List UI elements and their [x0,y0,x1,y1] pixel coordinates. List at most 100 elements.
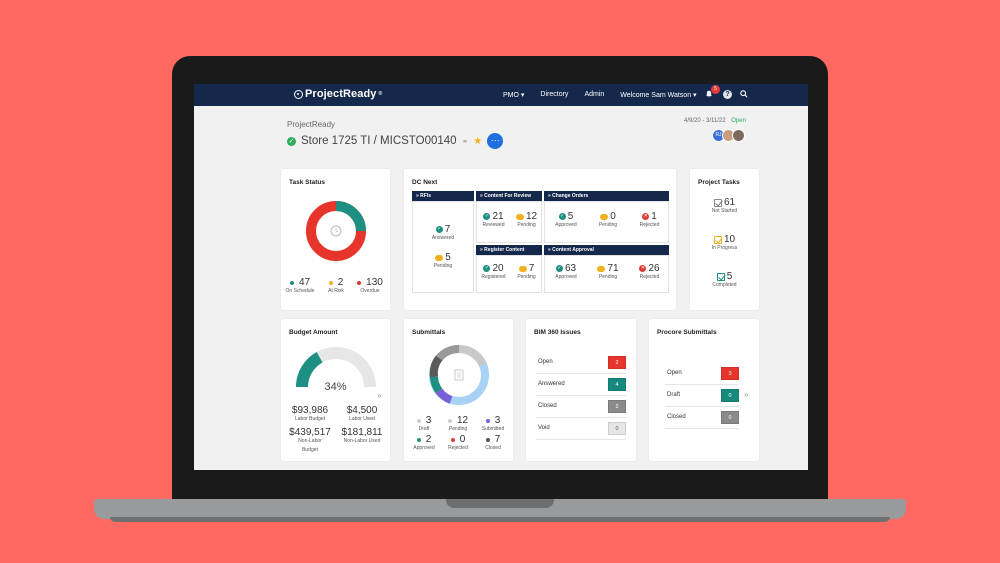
stat-label: In Progress [711,245,738,251]
submittals-rejected[interactable]: 0 Rejected [441,434,475,451]
chat-icon [435,254,444,261]
status-dot [485,418,490,423]
bim-row-void[interactable]: Void 0 [536,418,626,440]
bim-row-closed[interactable]: Closed 2 [536,396,626,418]
section-header-content-review[interactable]: » Content For Review [476,191,542,201]
chat-icon [600,213,609,220]
nav-user-menu[interactable]: Welcome Sam Watson ▾ [620,91,696,99]
section-header-register-content[interactable]: » Register Content [476,245,542,255]
card-title: Project Tasks [698,179,740,186]
stat-label: Closed [485,445,501,451]
change-orders-panel: ✓ 5 Approved 0 Pending ✕ 1 Rejected [544,201,669,243]
row-label: Closed [667,414,686,420]
stat-value: 130 [366,277,383,288]
stat-value: 7 [528,263,535,274]
more-options-button[interactable]: ··· [487,133,504,149]
labor-used[interactable]: $4,500 Labor Used [337,405,387,422]
content-approval-approved[interactable]: ✓ 63 Approved [545,263,587,280]
chevron-double-right-icon[interactable]: » [377,391,382,400]
section-header-content-approval[interactable]: » Content Approval [544,245,669,255]
star-icon[interactable]: ★ [473,135,483,147]
submittals-donut[interactable] [427,343,491,407]
stat-label: Rejected [448,445,468,451]
nonlabor-used[interactable]: $181,811 Non-Labor Used [337,427,387,444]
avatar[interactable] [732,129,745,142]
task-not-started[interactable]: 61 Not Started [690,197,759,214]
stat-value: 5 [726,271,733,282]
project-title-row: ✓ Store 1725 TI / MICSTO00140 ⚭ ★ ··· [287,133,504,149]
search-icon[interactable] [740,90,748,98]
stat-value: 26 [648,263,660,274]
row-label: Void [538,425,550,431]
nav-pmo-label: PMO [503,92,519,99]
link-icon[interactable]: ⚭ [461,136,469,146]
change-orders-rejected[interactable]: ✕ 1 Rejected [629,211,670,228]
stat-overdue[interactable]: 130 Overdue [353,277,387,294]
content-review-pending[interactable]: 12 Pending [510,211,543,228]
section-header-change-orders[interactable]: » Change Orders [544,191,669,201]
content-approval-rejected[interactable]: ✕ 26 Rejected [629,263,670,280]
content-reviewed[interactable]: ✓ 21 Reviewed [477,211,510,228]
breadcrumb[interactable]: ProjectReady [287,120,336,129]
stat-value: 61 [723,197,736,208]
check-circle-icon: ✓ [558,213,566,220]
submittals-pending[interactable]: 12 Pending [441,415,475,432]
laptop-base-shadow [110,517,890,522]
budget-gauge[interactable] [294,343,378,391]
procore-row-open[interactable]: Open 3 [665,363,739,385]
stat-label: Reviewed [482,222,505,228]
card-title: DC Next [412,179,438,186]
app-logo[interactable]: ProjectReady ® [294,88,382,100]
submittals-submitted[interactable]: 3 Submitted [475,415,511,432]
rfis-answered[interactable]: ✓ 7 Answered [413,224,473,241]
submittals-draft[interactable]: 3 Draft [407,415,441,432]
rfis-pending[interactable]: 5 Pending [413,252,473,269]
submittals-approved[interactable]: 2 Approved [407,434,441,451]
stat-label: Rejected [639,274,660,280]
nav-pmo[interactable]: PMO ▾ [503,91,524,99]
chevron-double-right-icon[interactable]: » [744,390,749,399]
stat-label: Non-Labor [298,438,322,444]
section-header-rfis[interactable]: » RFIs [412,191,474,201]
stat-label: Pending [598,222,618,228]
change-orders-approved[interactable]: ✓ 5 Approved [545,211,587,228]
help-icon[interactable]: ? [723,90,732,99]
x-circle-icon: ✕ [642,213,650,220]
nonlabor-budget[interactable]: $439,517 Non-Labor Budget [285,427,335,453]
bim-row-open[interactable]: Open 2 [536,352,626,374]
stat-label: Completed [712,282,737,288]
content-registered[interactable]: ✓ 20 Registered [477,263,510,280]
status-dot [416,418,421,423]
team-avatars[interactable]: RJ [712,129,745,142]
count-badge: 3 [721,367,739,380]
task-completed[interactable]: 5 Completed [690,271,759,288]
procore-row-closed[interactable]: Closed 0 [665,407,739,429]
task-status-donut[interactable] [305,200,367,262]
stat-value: $181,811 [341,427,383,438]
chevron-down-icon: ▾ [693,92,697,99]
count-badge: 2 [608,400,626,413]
task-in-progress[interactable]: 10 In Progress [690,234,759,251]
stat-at-risk[interactable]: 2 At Risk [321,277,351,294]
section-header-label: Content For Review [484,193,532,199]
nav-admin[interactable]: Admin [584,91,605,98]
check-circle-icon: ✓ [287,136,296,146]
change-orders-pending[interactable]: 0 Pending [587,211,629,228]
stat-label: Not Started [711,208,738,214]
count-badge: 4 [608,378,626,391]
bim-row-answered[interactable]: Answered 4 [536,374,626,396]
procore-row-draft[interactable]: Draft 0 [665,385,739,407]
labor-budget[interactable]: $93,986 Labor Budget [285,405,335,422]
nav-directory[interactable]: Directory [540,91,569,98]
bell-icon[interactable] [705,90,713,98]
stat-label: Approved [555,274,577,280]
checkbox-icon [716,272,725,281]
register-content-pending[interactable]: 7 Pending [510,263,543,280]
logo-icon [294,89,303,99]
card-title: Budget Amount [289,329,338,336]
stat-on-schedule[interactable]: 47 On Schedule [283,277,317,294]
content-approval-pending[interactable]: 71 Pending [587,263,629,280]
card-title: Procore Submittals [657,329,717,336]
submittals-closed[interactable]: 7 Closed [475,434,511,451]
stat-value: 7 [444,224,451,235]
